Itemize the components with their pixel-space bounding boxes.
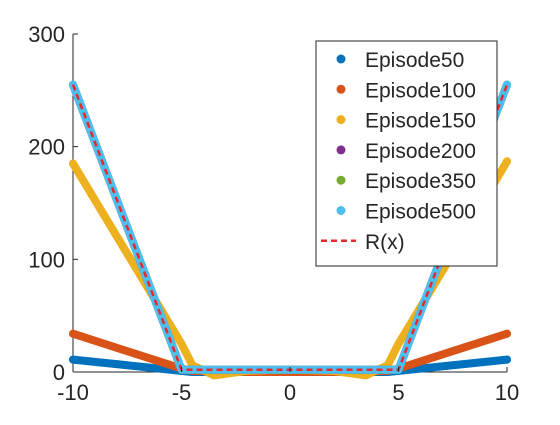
y-tick-label: 200: [28, 135, 65, 160]
legend-label-episode200: Episode200: [365, 140, 476, 163]
legend-label-episode100: Episode100: [365, 79, 476, 102]
legend-label-episode150: Episode150: [365, 110, 476, 133]
legend-label-r-x: R(x): [365, 231, 405, 254]
x-tick-label: 0: [284, 380, 296, 405]
legend: Episode50 Episode100 Episode150 Episode200 E…: [315, 40, 498, 267]
x-tick-label: 5: [392, 380, 404, 405]
x-tick-label: -5: [172, 380, 192, 405]
legend-swatch-episode200: [336, 145, 346, 155]
data-point-episode100: [69, 329, 77, 338]
legend-swatch-episode50: [336, 54, 346, 64]
data-point-episode50: [69, 355, 77, 364]
y-tick-label: 300: [28, 22, 65, 47]
legend-swatch-episode150: [336, 115, 346, 125]
legend-swatch-episode500: [336, 206, 346, 215]
legend-label-episode500: Episode500: [365, 201, 476, 224]
x-tick-label: -10: [57, 380, 89, 405]
data-point-episode50: [503, 355, 511, 364]
legend-label-episode50: Episode50: [365, 49, 464, 72]
data-point-episode150: [123, 249, 132, 258]
legend-label-episode350: Episode350: [365, 170, 476, 193]
data-point-episode150: [177, 339, 186, 348]
legend-box: [315, 40, 498, 267]
x-tick-label: 10: [495, 380, 519, 405]
y-tick-label: 0: [53, 360, 65, 385]
data-point-episode150: [394, 339, 403, 348]
data-point-episode100: [503, 329, 511, 338]
legend-swatch-episode100: [336, 84, 346, 94]
data-point-episode150: [69, 159, 77, 168]
legend-swatch-episode350: [336, 175, 346, 185]
data-point-episode150: [503, 157, 511, 166]
y-tick-label: 100: [28, 247, 65, 272]
